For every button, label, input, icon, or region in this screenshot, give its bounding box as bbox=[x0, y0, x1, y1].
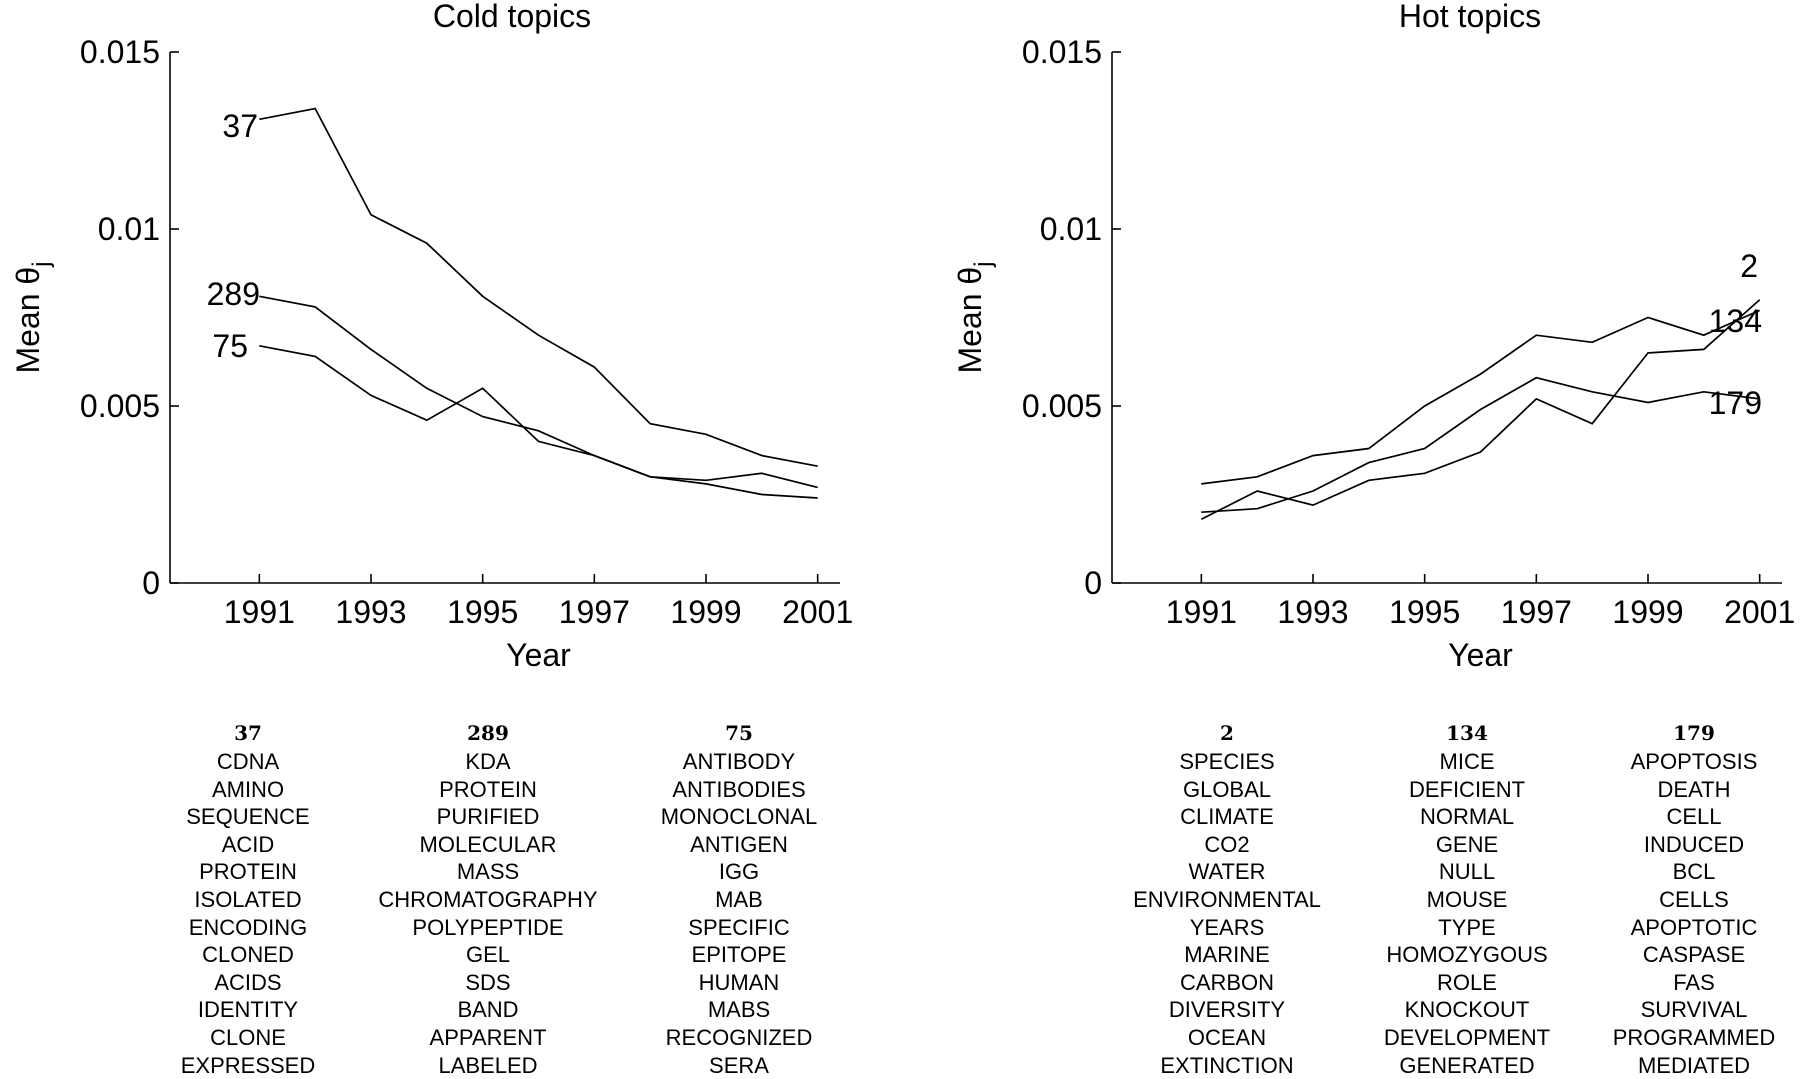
series-label-289: 289 bbox=[207, 276, 260, 312]
x-tick-label: 1991 bbox=[224, 594, 295, 630]
x-tick-label: 1997 bbox=[1501, 594, 1572, 630]
x-axis-label: Year bbox=[1448, 637, 1513, 673]
x-tick-label: 1999 bbox=[1612, 594, 1683, 630]
series-label-179: 179 bbox=[1709, 385, 1762, 421]
chart-panel-cold: Cold topics 0 0.005 0.01 0.015 1991 1993 1995 19… bbox=[10, 0, 853, 673]
series-line-289 bbox=[259, 295, 818, 489]
series-line-37 bbox=[259, 107, 818, 468]
series-line-75 bbox=[259, 344, 818, 499]
y-tick-label: 0.005 bbox=[1022, 388, 1102, 424]
x-tick-label: 1993 bbox=[335, 594, 406, 630]
series-line-2 bbox=[1200, 299, 1761, 521]
x-tick-label: 1995 bbox=[1389, 594, 1460, 630]
y-tick-label: 0.015 bbox=[80, 34, 160, 70]
y-axis-label: Mean θj bbox=[952, 261, 997, 373]
series-label-75: 75 bbox=[212, 328, 248, 364]
series-line-134 bbox=[1201, 376, 1760, 514]
series-line-179 bbox=[1201, 309, 1761, 485]
x-axis-label: Year bbox=[506, 637, 571, 673]
y-axis-label-main: Mean θ bbox=[952, 267, 988, 374]
x-tick-label: 1991 bbox=[1166, 594, 1237, 630]
y-axis-label-main: Mean θ bbox=[10, 267, 46, 374]
y-axis-label: Mean θj bbox=[10, 261, 55, 373]
y-tick-label: 0.015 bbox=[1022, 34, 1102, 70]
x-tick-label: 1999 bbox=[670, 594, 741, 630]
y-axis-label-subscript: j bbox=[28, 261, 55, 267]
y-tick-label: 0 bbox=[1084, 565, 1102, 601]
y-axis-label-subscript: j bbox=[970, 261, 997, 267]
x-tick-label: 2001 bbox=[1724, 594, 1795, 630]
y-tick-label: 0.01 bbox=[1040, 211, 1102, 247]
x-tick-label: 1995 bbox=[447, 594, 518, 630]
y-tick-label: 0 bbox=[142, 565, 160, 601]
chart-title: Hot topics bbox=[1399, 0, 1541, 34]
y-tick-label: 0.005 bbox=[80, 388, 160, 424]
x-tick-label: 2001 bbox=[782, 594, 853, 630]
y-tick-label: 0.01 bbox=[98, 211, 160, 247]
series-label-2: 2 bbox=[1740, 248, 1758, 284]
chart-title: Cold topics bbox=[433, 0, 591, 34]
x-tick-label: 1993 bbox=[1277, 594, 1348, 630]
series-label-37: 37 bbox=[222, 108, 258, 144]
chart-panel-hot: Hot topics 0 0.005 0.01 0.015 1991 1993 1995 199… bbox=[952, 0, 1795, 673]
x-tick-label: 1997 bbox=[559, 594, 630, 630]
